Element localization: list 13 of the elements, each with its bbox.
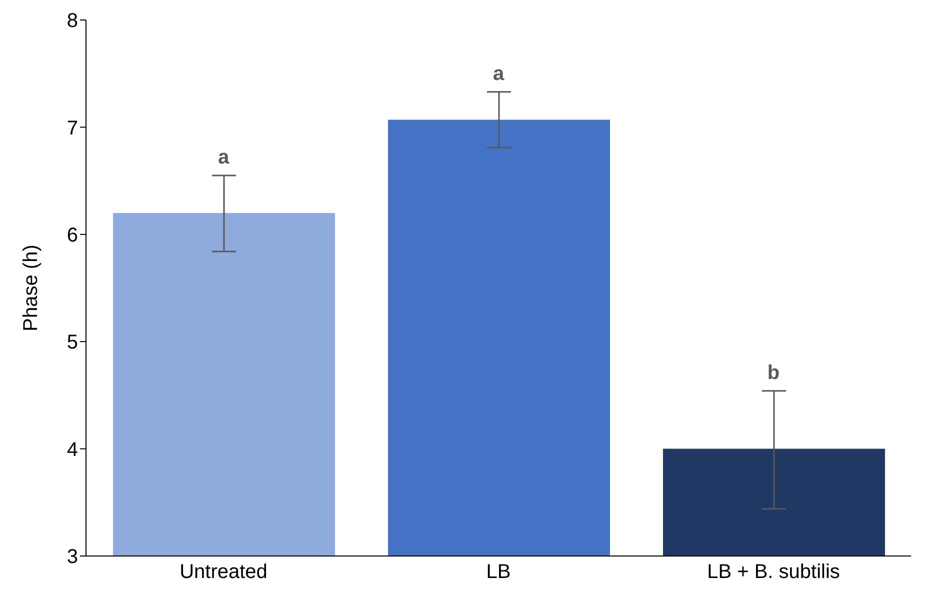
x-tick-label: LB xyxy=(486,561,511,584)
y-tick-label: 4 xyxy=(66,438,78,461)
x-tick-label: LB + B. subtilis xyxy=(707,561,840,584)
annotation: a xyxy=(218,146,230,168)
y-tick-label: 7 xyxy=(66,117,78,140)
y-tick-label: 6 xyxy=(66,224,78,246)
y-tick-label: 5 xyxy=(66,332,78,354)
y-axis-title: Phase (h) xyxy=(20,244,42,332)
x-tick-label: Untreated xyxy=(180,561,268,584)
annotation: a xyxy=(492,62,505,85)
y-tick-label: 8 xyxy=(66,10,78,32)
y-tick-label: 3 xyxy=(66,546,78,568)
annotation: b xyxy=(767,362,780,384)
